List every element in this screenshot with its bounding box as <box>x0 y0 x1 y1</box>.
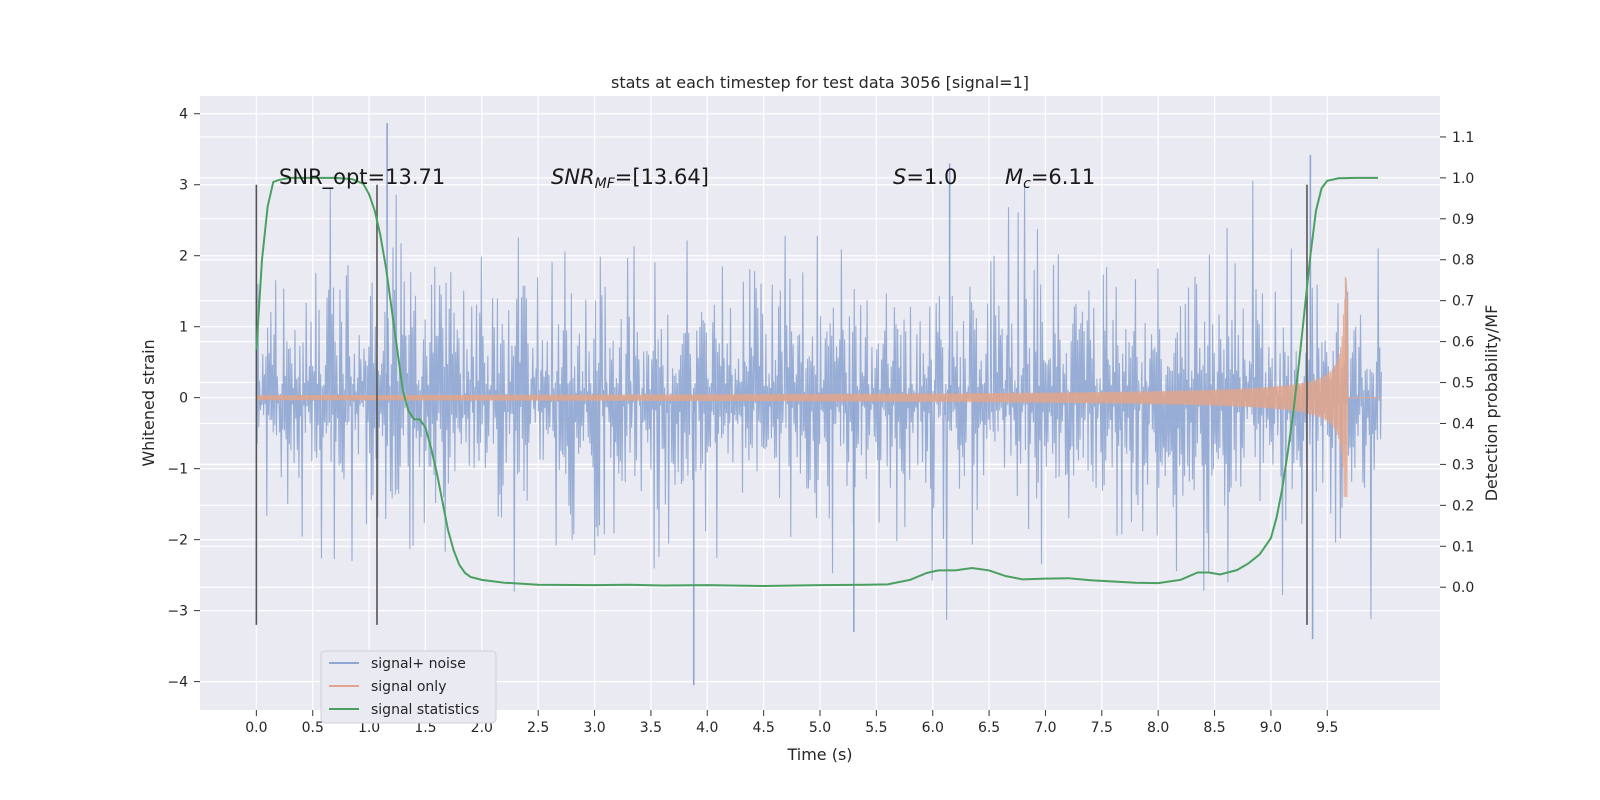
y-tick-label: 2 <box>179 249 188 265</box>
y-tick-label: 4 <box>179 107 188 123</box>
x-tick-label: 5.0 <box>809 720 831 736</box>
x-tick-label: 4.5 <box>753 720 775 736</box>
annotation-mc: Mc=6.11 <box>1005 165 1095 192</box>
y2-tick-label: 0.2 <box>1452 498 1474 514</box>
x-tick-label: 7.5 <box>1091 720 1113 736</box>
x-tick-label: 6.5 <box>978 720 1000 736</box>
x-tick-label: 9.5 <box>1316 720 1338 736</box>
y2-axis-label: Detection probability/MF <box>1482 305 1501 502</box>
legend-label-noise: signal+ noise <box>371 656 466 672</box>
mc-value: =6.11 <box>1031 165 1095 189</box>
x-tick-label: 0.5 <box>302 720 324 736</box>
y2-tick-label: 1.1 <box>1452 130 1474 146</box>
chart-title: stats at each timestep for test data 305… <box>611 73 1029 92</box>
annotation-s: S=1.0 <box>893 165 957 189</box>
vertical-markers <box>255 184 1308 625</box>
x-tick-label: 1.5 <box>414 720 436 736</box>
signal-only-line <box>255 276 1382 498</box>
signal-series <box>255 276 1382 498</box>
s-main: S <box>893 165 906 189</box>
y2-tick-label: 0.0 <box>1452 580 1474 596</box>
snr-mf-sub: MF <box>595 176 616 192</box>
signal-statistics-line <box>255 176 1378 587</box>
y-axis-label: Whitened strain <box>139 339 158 466</box>
y2-tick-label: 1.0 <box>1452 171 1474 187</box>
y-tick-label: 3 <box>179 178 188 194</box>
snr-mf-main: SNR <box>551 165 595 189</box>
y2-tick-label: 0.9 <box>1452 212 1474 228</box>
y-tick-label: −2 <box>167 533 188 549</box>
annotations: SNR_opt=13.71 SNRMF=[13.64] S=1.0 Mc=6.1… <box>279 165 1095 192</box>
y-tick-label: −1 <box>167 462 188 478</box>
axis-ticks: 0.0 0.5 1.0 1.5 2.0 2.5 3.0 3.5 4.0 4.5 5.0 5.5 6.0 6… <box>167 107 1474 736</box>
x-tick-label: 2.0 <box>471 720 493 736</box>
x-tick-label: 7.0 <box>1034 720 1056 736</box>
y2-tick-label: 0.5 <box>1452 376 1474 392</box>
x-tick-label: 3.0 <box>583 720 605 736</box>
x-tick-label: 3.5 <box>640 720 662 736</box>
y2-tick-label: 0.1 <box>1452 539 1474 555</box>
x-tick-label: 0.0 <box>245 720 267 736</box>
x-tick-label: 8.5 <box>1203 720 1225 736</box>
y2-tick-label: 0.6 <box>1452 335 1474 351</box>
mc-sub: c <box>1023 176 1031 192</box>
annotation-snr-opt: SNR_opt=13.71 <box>279 165 445 190</box>
x-tick-label: 4.0 <box>696 720 718 736</box>
mc-main: M <box>1005 165 1023 189</box>
x-tick-label: 5.5 <box>865 720 887 736</box>
y2-tick-label: 0.3 <box>1452 457 1474 473</box>
x-tick-label: 1.0 <box>358 720 380 736</box>
legend-label-stats: signal statistics <box>371 702 479 718</box>
y-tick-label: −4 <box>167 675 188 691</box>
legend: signal+ noise signal only signal statist… <box>320 650 497 724</box>
y2-tick-label: 0.8 <box>1452 253 1474 269</box>
legend-label-signal: signal only <box>371 679 446 695</box>
x-tick-label: 8.0 <box>1147 720 1169 736</box>
annotation-snr-mf: SNRMF=[13.64] <box>551 165 709 192</box>
y2-tick-label: 0.7 <box>1452 294 1474 310</box>
y-tick-label: −3 <box>167 604 188 620</box>
y-tick-label: 1 <box>179 320 188 336</box>
legend-box <box>320 650 497 724</box>
stats-series <box>255 176 1378 587</box>
x-tick-label: 2.5 <box>527 720 549 736</box>
signal-noise-line <box>255 180 1382 621</box>
y-tick-label: 0 <box>179 391 188 407</box>
x-tick-label: 6.0 <box>922 720 944 736</box>
noise-series <box>255 122 1382 686</box>
s-value: =1.0 <box>906 165 957 189</box>
x-tick-label: 9.0 <box>1260 720 1282 736</box>
snr-mf-value: =[13.64] <box>615 165 709 189</box>
x-axis-label: Time (s) <box>786 745 852 764</box>
y2-tick-label: 0.4 <box>1452 416 1474 432</box>
